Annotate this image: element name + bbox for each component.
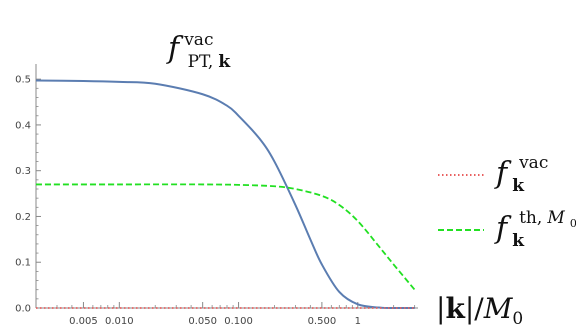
legend: f k vac f k th, M 0 bbox=[438, 153, 576, 251]
series-line-th bbox=[36, 183, 416, 291]
legend-label-vac: f k vac bbox=[494, 153, 548, 196]
series-layer bbox=[35, 79, 416, 310]
y-tick-label: 0.1 bbox=[15, 258, 31, 269]
y-tick-label: 0.3 bbox=[15, 166, 31, 177]
x-tick-label: 0.500 bbox=[308, 316, 337, 327]
y-tick-label: 0.2 bbox=[15, 212, 31, 223]
y-tick-label: 0.5 bbox=[15, 75, 31, 86]
x-tick-label: 0.010 bbox=[105, 316, 134, 327]
x-tick-label: 0.100 bbox=[224, 316, 253, 327]
axes bbox=[35, 64, 418, 309]
x-tick-label: 0.050 bbox=[188, 316, 217, 327]
legend-item-th: f k th, M 0 bbox=[438, 208, 576, 251]
x-tick-label: 1 bbox=[355, 316, 361, 327]
series-line-pt bbox=[35, 79, 415, 310]
y-tick-label: 0.4 bbox=[15, 120, 31, 131]
y-tick-label: 0.0 bbox=[15, 304, 31, 315]
chart-title: f vac PT, k bbox=[166, 30, 231, 72]
ticks: 0.0 0.1 0.2 0.3 0.4 0.5 0.005 0.010 0.050 0.100 0.… bbox=[15, 75, 416, 327]
x-tick-label: 0.005 bbox=[69, 316, 98, 327]
x-axis-label: |k|/M0 bbox=[436, 292, 523, 329]
legend-item-vac: f k vac bbox=[438, 153, 548, 196]
legend-label-th: f k th, M 0 bbox=[494, 208, 576, 251]
